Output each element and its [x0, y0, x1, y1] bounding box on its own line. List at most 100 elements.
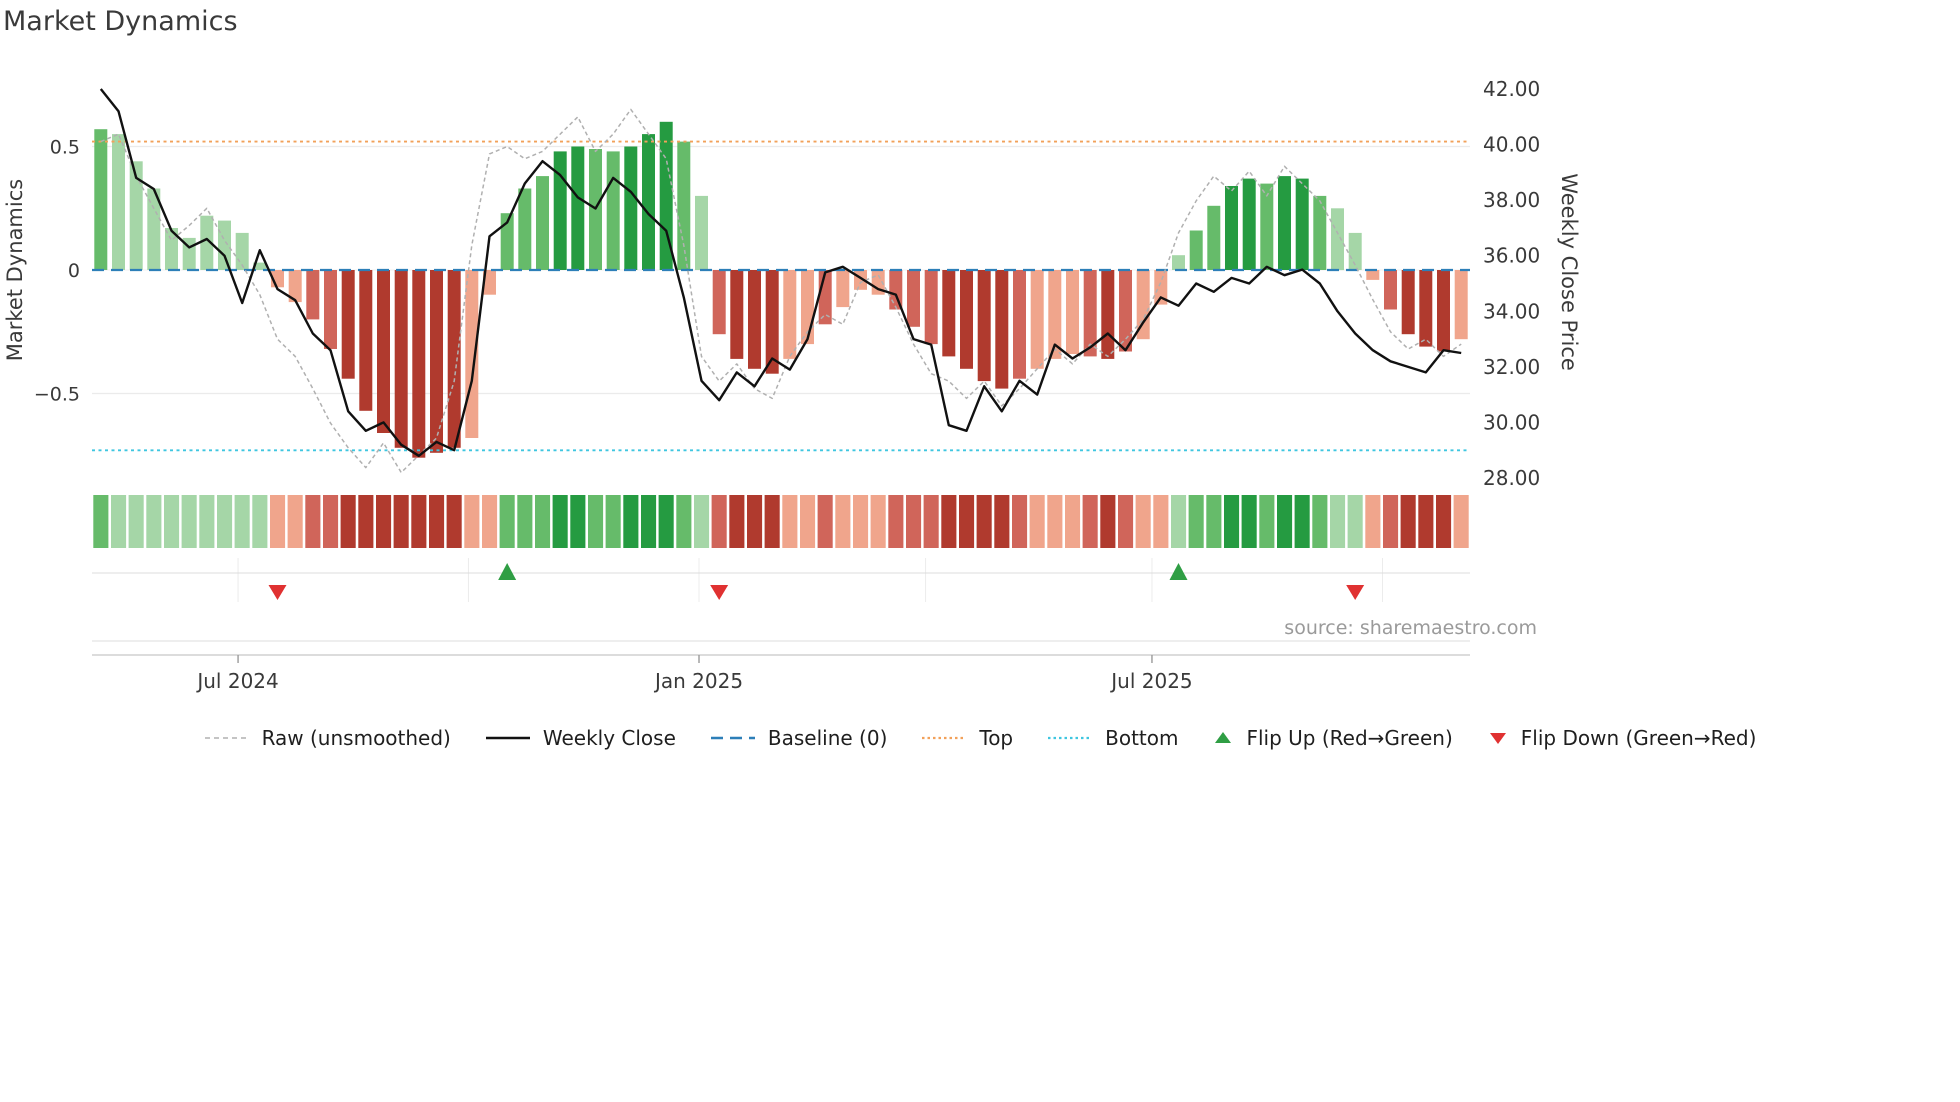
- oscillator-bar: [1313, 195, 1327, 270]
- oscillator-bar: [1207, 205, 1221, 270]
- heat-strip-cell: [1065, 495, 1081, 548]
- oscillator-bar: [465, 270, 479, 438]
- oscillator-bar: [960, 270, 973, 369]
- heat-strip-cell: [217, 495, 233, 548]
- heat-strip-cell: [1171, 495, 1187, 548]
- oscillator-bar: [942, 270, 956, 357]
- oscillator-bar: [765, 270, 779, 374]
- legend: Raw (unsmoothed) Weekly Close Baseline (…: [0, 726, 1960, 750]
- heat-strip-cell: [835, 495, 851, 548]
- heat-strip-cell: [552, 495, 568, 548]
- legend-label-raw: Raw (unsmoothed): [261, 726, 451, 750]
- oscillator-bar: [1119, 270, 1132, 352]
- heat-strip-cell: [570, 495, 586, 548]
- oscillator-bar: [500, 213, 514, 270]
- heat-strip-cell: [181, 495, 197, 548]
- heat-strip-cell: [1347, 495, 1363, 548]
- heat-strip-cell: [994, 495, 1010, 548]
- heat-strip-cell: [1241, 495, 1257, 548]
- oscillator-bar: [1172, 255, 1185, 270]
- right-tick-label: 28.00: [1483, 466, 1540, 490]
- left-axis-label: Market Dynamics: [3, 179, 27, 361]
- oscillator-bar: [306, 270, 320, 320]
- heat-strip-cell: [128, 495, 144, 548]
- right-tick-label: 40.00: [1483, 133, 1540, 157]
- oscillator-bar: [1154, 270, 1168, 305]
- heat-strip-cell: [976, 495, 992, 548]
- heat-strip-cell: [1259, 495, 1275, 548]
- oscillator-bar: [1454, 270, 1468, 340]
- oscillator-bar: [712, 270, 726, 335]
- chart-generated-layer: 0.5 0 −0.5 42.00 40.00 38.00 36.00 34.00 32.00 30…: [34, 77, 1540, 693]
- right-tick-label: 38.00: [1483, 188, 1540, 212]
- raw-dashed-line-swatch-icon: [204, 737, 249, 739]
- heat-strip-cell: [853, 495, 869, 548]
- heat-strip-cell: [676, 495, 692, 548]
- heat-strip-cell: [711, 495, 727, 548]
- oscillator-bar: [1189, 230, 1203, 270]
- heat-strip-cell: [1418, 495, 1434, 548]
- oscillator-bar: [1048, 270, 1062, 359]
- top-dotted-line-swatch-icon: [922, 736, 967, 740]
- heat-strip-cell: [199, 495, 215, 548]
- heat-strip-cell: [376, 495, 392, 548]
- flip-up-marker: [1169, 563, 1188, 580]
- oscillator-bar: [1419, 270, 1433, 347]
- oscillator-bar: [553, 151, 567, 270]
- baseline-dashed-line-swatch-icon: [710, 736, 755, 740]
- heat-strip-cell: [1082, 495, 1098, 548]
- oscillator-bar: [1278, 176, 1291, 270]
- raw-line: [100, 108, 1462, 474]
- oscillator-bar: [836, 270, 850, 308]
- heat-strip-cell: [164, 495, 180, 548]
- oscillator-bar: [218, 220, 231, 270]
- x-tick-label: Jul 2024: [195, 669, 278, 693]
- right-tick-label: 34.00: [1483, 299, 1540, 323]
- source-text: source: sharemaestro.com: [1284, 617, 1537, 639]
- oscillator-bar: [430, 270, 443, 453]
- heat-strip-cell: [1436, 495, 1452, 548]
- heat-strip-cell: [1400, 495, 1416, 548]
- legend-item-flip-up: Flip Up (Red→Green): [1212, 726, 1453, 750]
- oscillator-bar: [1030, 270, 1044, 369]
- oscillator-bar: [1384, 270, 1397, 310]
- heat-strip-cell: [499, 495, 515, 548]
- heat-strip-cell: [1153, 495, 1169, 548]
- oscillator-bar: [748, 270, 761, 369]
- flip-down-marker: [1346, 585, 1365, 600]
- legend-item-bottom: Bottom: [1047, 726, 1178, 750]
- weekly-close-line-swatch-icon: [485, 736, 530, 740]
- oscillator-bar: [1295, 178, 1309, 270]
- heat-strip-cell: [411, 495, 427, 548]
- oscillator-bar: [977, 270, 991, 382]
- heat-strip-cell: [1012, 495, 1028, 548]
- oscillator-bar: [783, 270, 797, 359]
- oscillator-bar: [1013, 270, 1026, 379]
- oscillator-bar: [359, 270, 373, 411]
- oscillator-bar: [606, 151, 620, 270]
- oscillator-bar: [288, 270, 302, 303]
- legend-label-weekly-close: Weekly Close: [542, 726, 676, 750]
- flip-up-marker: [498, 563, 517, 580]
- legend-label-bottom: Bottom: [1105, 726, 1179, 750]
- heat-strip-cell: [1135, 495, 1151, 548]
- oscillator-bar: [1331, 208, 1344, 271]
- oscillator-bar: [624, 146, 638, 270]
- legend-item-raw: Raw (unsmoothed): [204, 726, 451, 750]
- heat-strip-cell: [1118, 495, 1134, 548]
- left-tick-label: −0.5: [34, 384, 80, 406]
- oscillator-bar: [147, 188, 161, 270]
- oscillator-bar: [447, 270, 461, 448]
- legend-label-flip-down: Flip Down (Green→Red): [1520, 726, 1757, 750]
- heat-strip-cell: [482, 495, 498, 548]
- heat-strip-cell: [1277, 495, 1293, 548]
- flip-down-marker: [268, 585, 287, 600]
- heat-strip-cell: [1047, 495, 1063, 548]
- heat-strip-cell: [1330, 495, 1346, 548]
- heat-strip-cell: [641, 495, 657, 548]
- oscillator-bar: [377, 270, 390, 433]
- heat-strip-cell: [429, 495, 445, 548]
- oscillator-bar: [324, 270, 337, 349]
- heat-strip-cell: [305, 495, 321, 548]
- oscillator-bar: [536, 176, 549, 270]
